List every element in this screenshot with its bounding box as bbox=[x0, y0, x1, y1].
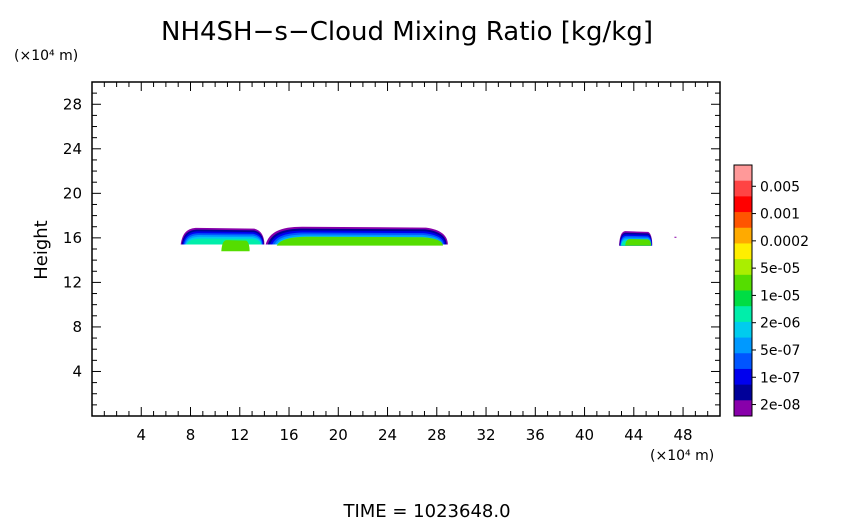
x-tick-label: 36 bbox=[526, 426, 545, 444]
y-tick-label: 16 bbox=[63, 229, 82, 247]
x-tick-label: 48 bbox=[674, 426, 693, 444]
y-unit-label: (×10⁴ m) bbox=[14, 48, 78, 64]
colorbar-label: 5e-07 bbox=[760, 343, 800, 359]
y-tick-label: 24 bbox=[63, 140, 82, 158]
colorbar-label: 0.005 bbox=[760, 179, 800, 195]
colorbar-swatch bbox=[734, 212, 752, 229]
colorbar-label: 1e-07 bbox=[760, 370, 800, 386]
cloud-1-core bbox=[276, 236, 443, 246]
y-tick-label: 20 bbox=[63, 184, 82, 202]
x-unit-label: (×10⁴ m) bbox=[650, 448, 714, 464]
colorbar-label: 2e-06 bbox=[760, 316, 800, 332]
x-tick-label: 44 bbox=[624, 426, 643, 444]
cloud-0-core bbox=[221, 240, 250, 252]
y-tick-label: 4 bbox=[72, 362, 82, 380]
colorbar-swatch bbox=[734, 368, 752, 386]
x-tick-label: 28 bbox=[427, 426, 446, 444]
y-tick-label: 8 bbox=[72, 318, 82, 336]
x-tick-label: 16 bbox=[279, 426, 298, 444]
colorbar-swatch bbox=[734, 165, 752, 182]
plot-frame bbox=[91, 81, 721, 417]
colorbar-swatch bbox=[734, 196, 752, 213]
x-tick-label: 24 bbox=[378, 426, 397, 444]
colorbar-swatch bbox=[734, 227, 752, 244]
colorbar-swatch bbox=[734, 180, 752, 197]
colorbar-label: 2e-08 bbox=[760, 398, 800, 414]
colorbar: 0.005 0.001 0.0002 5e-05 1e-05 2e-06 5e-07 1e-0… bbox=[733, 164, 809, 417]
colorbar-frame bbox=[733, 164, 753, 417]
colorbar-swatch bbox=[734, 274, 752, 291]
chart-title: NH4SH−s−Cloud Mixing Ratio [kg/kg] bbox=[161, 17, 653, 47]
y-tick-label: 12 bbox=[63, 273, 82, 291]
colorbar-swatch bbox=[734, 243, 752, 260]
colorbar-label: 0.0002 bbox=[760, 234, 809, 250]
x-tick-label: 40 bbox=[575, 426, 594, 444]
colorbar-swatch bbox=[734, 400, 752, 417]
colorbar-label: 5e-05 bbox=[760, 261, 800, 277]
x-tick-label: 4 bbox=[136, 426, 146, 444]
cloud-2-core bbox=[625, 238, 652, 246]
colorbar-swatch bbox=[734, 321, 752, 339]
cloud-speck bbox=[674, 236, 677, 238]
colorbar-swatch bbox=[734, 337, 752, 354]
x-tick-label: 32 bbox=[476, 426, 495, 444]
colorbar-swatch bbox=[734, 384, 752, 401]
colorbar-swatch bbox=[734, 306, 752, 323]
colorbar-swatch bbox=[734, 353, 752, 370]
footer-time: TIME = 1023648.0 bbox=[342, 501, 510, 519]
y-axis-label: Height bbox=[31, 220, 52, 280]
colorbar-swatch bbox=[734, 290, 752, 307]
x-tick-label: 8 bbox=[186, 426, 196, 444]
colorbar-swatch bbox=[734, 259, 752, 276]
x-tick-label: 12 bbox=[230, 426, 249, 444]
colorbar-label: 0.001 bbox=[760, 207, 800, 223]
colorbar-label: 1e-05 bbox=[760, 288, 800, 304]
x-tick-label: 20 bbox=[329, 426, 348, 444]
y-tick-label: 28 bbox=[63, 95, 82, 113]
